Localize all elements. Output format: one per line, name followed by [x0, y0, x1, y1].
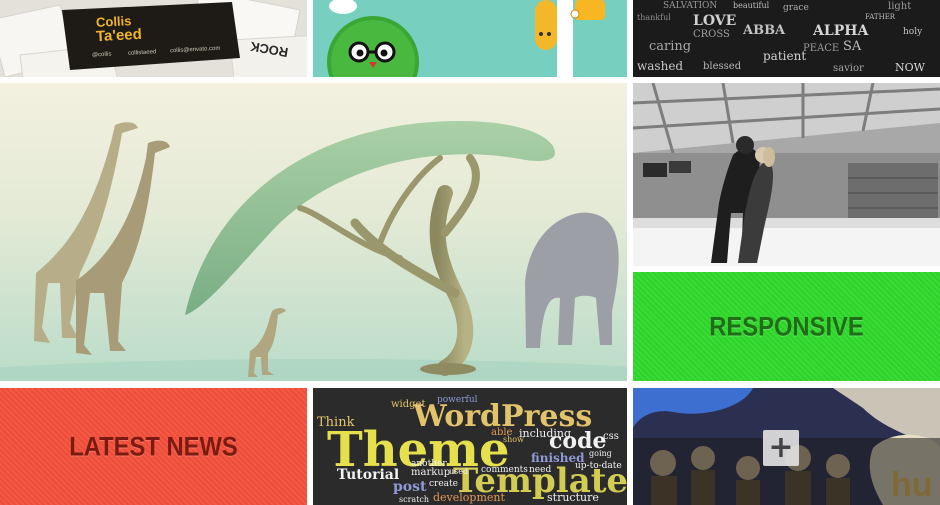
card-handle1: @collis [91, 51, 112, 59]
portfolio-tile-responsive[interactable]: RESPONSIVE [633, 272, 940, 381]
ice-rink-photo [633, 83, 940, 266]
portfolio-tile-business-cards[interactable]: Collis Ta'eed @collis collistaeed collis… [0, 0, 307, 77]
typo-word: thankful [637, 13, 671, 22]
typo-word: SALVATION [663, 1, 718, 11]
typo-word: beautiful [733, 1, 770, 10]
word-cloud-word: scratch [399, 495, 430, 504]
typo-word: CROSS [693, 29, 730, 40]
word-cloud-word: widget [391, 399, 426, 410]
word-cloud-word: post [393, 479, 427, 495]
plus-icon: + [768, 430, 794, 465]
typo-word: blessed [703, 61, 742, 72]
word-cloud-word: able [491, 427, 513, 438]
typo-word: holy [903, 27, 923, 37]
word-cloud-word: WordPress [413, 399, 593, 434]
word-cloud-word: development [433, 491, 505, 504]
portfolio-tile-word-cloud[interactable]: WordPress Theme Template code Tutorial p… [313, 388, 627, 505]
word-cloud-word: powerful [437, 395, 478, 405]
typo-word: ABBA [743, 23, 786, 38]
typo-word: patient [763, 49, 807, 63]
typo-word: NOW [895, 61, 925, 74]
typo-word: caring [649, 39, 692, 54]
word-cloud-word: need [529, 465, 552, 475]
portfolio-tile-ice-rink[interactable] [633, 83, 940, 266]
word-cloud-word: another [411, 459, 447, 469]
typo-word: washed [637, 59, 684, 73]
typo-word: PEACE [803, 43, 840, 54]
word-cloud-word: going [589, 449, 612, 458]
typo-word: grace [783, 3, 809, 13]
typo-word: LOVE [693, 13, 737, 29]
expand-button[interactable]: + [763, 430, 799, 466]
typo-word: light [888, 1, 912, 12]
card-name-line2: Ta'eed [95, 25, 143, 46]
sculpture-illustration [0, 121, 627, 381]
word-cloud-word: finished [531, 451, 585, 465]
word-cloud-word: Tutorial [337, 467, 400, 483]
monster-illustration [313, 0, 627, 77]
latest-news-label: LATEST NEWS [69, 431, 238, 461]
responsive-label: RESPONSIVE [709, 311, 864, 341]
business-cards-image [0, 0, 307, 77]
portfolio-tile-latest-news[interactable]: LATEST NEWS [0, 388, 307, 505]
word-cloud-word: Think [317, 415, 355, 430]
word-cloud-word: css [603, 431, 619, 442]
word-cloud-word: show [503, 435, 524, 444]
portfolio-tile-monster[interactable] [313, 0, 627, 77]
typo-word: SA [843, 39, 862, 54]
word-cloud-word: Theme [327, 422, 510, 478]
portfolio-tile-typography[interactable]: SALVATION beautiful thankful LOVE ABBA c… [633, 0, 940, 77]
typo-word: savior [833, 63, 864, 74]
typo-word: ALPHA [813, 23, 869, 39]
typo-word: FATHER [865, 13, 896, 21]
word-cloud-word: code [549, 428, 607, 454]
portfolio-tile-illustration[interactable]: hu + [633, 388, 940, 505]
word-cloud-word: Template [453, 461, 627, 501]
word-cloud-word: markup [411, 467, 451, 478]
word-cloud-word: structure [547, 491, 599, 504]
word-cloud-word: used [449, 467, 469, 476]
word-cloud-word: up-to-date [575, 461, 622, 471]
word-cloud-word: including [519, 427, 572, 440]
word-cloud-word: create [429, 479, 458, 489]
word-cloud-word: comments [481, 465, 528, 475]
portfolio-tile-featured-sculpture[interactable] [0, 83, 627, 381]
